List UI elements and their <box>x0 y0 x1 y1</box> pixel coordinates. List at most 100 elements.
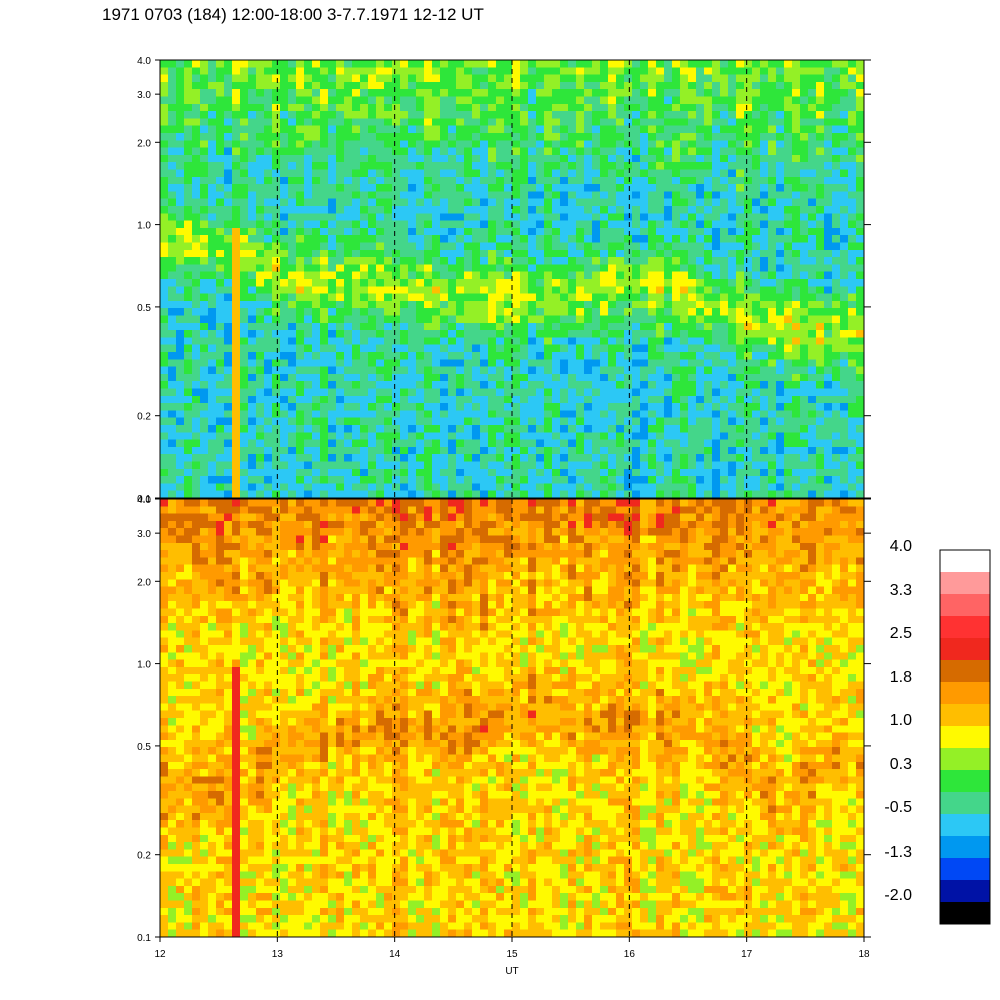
heatmap-cell <box>288 67 297 76</box>
heatmap-cell <box>600 242 609 251</box>
heatmap-cell <box>544 257 553 265</box>
heatmap-cell <box>560 147 569 156</box>
heatmap-cell <box>208 169 217 178</box>
heatmap-cell <box>416 81 425 90</box>
heatmap-cell <box>776 111 785 119</box>
heatmap-cell <box>200 308 209 317</box>
heatmap-cell <box>264 162 273 171</box>
heatmap-cell <box>512 352 521 360</box>
heatmap-cell <box>768 96 777 105</box>
heatmap-cell <box>176 206 185 214</box>
heatmap-cell <box>304 330 313 338</box>
heatmap-cell <box>656 476 665 484</box>
heatmap-cell <box>608 417 617 426</box>
heatmap-cell <box>352 388 361 397</box>
heatmap-cell <box>608 111 617 119</box>
heatmap-cell <box>232 468 241 477</box>
heatmap-cell <box>344 140 353 149</box>
heatmap-cell <box>264 103 273 112</box>
heatmap-cell <box>392 403 401 411</box>
heatmap-cell <box>768 388 777 397</box>
heatmap-cell <box>792 337 801 346</box>
heatmap-cell <box>192 330 201 338</box>
heatmap-cell <box>624 381 633 390</box>
heatmap-cell <box>288 176 297 185</box>
heatmap-cell <box>480 286 489 295</box>
heatmap-cell <box>280 454 289 463</box>
heatmap-cell <box>160 67 169 76</box>
heatmap-cell <box>816 373 825 382</box>
heatmap-cell <box>808 220 817 229</box>
heatmap-cell <box>336 213 345 222</box>
heatmap-cell <box>560 352 569 360</box>
heatmap-cell <box>320 490 329 499</box>
heatmap-cell <box>256 133 265 141</box>
heatmap-cell <box>392 352 401 360</box>
heatmap-cell <box>528 67 537 76</box>
heatmap-cell <box>280 154 289 163</box>
heatmap-cell <box>456 344 465 353</box>
heatmap-cell <box>816 140 825 149</box>
heatmap-cell <box>272 176 281 185</box>
heatmap-cell <box>368 249 377 258</box>
heatmap-cell <box>720 337 729 346</box>
heatmap-cell <box>168 425 177 433</box>
heatmap-cell <box>688 315 697 324</box>
heatmap-cell <box>584 60 593 68</box>
heatmap-cell <box>688 300 697 309</box>
heatmap-cell <box>192 125 201 134</box>
heatmap-cell <box>424 388 433 397</box>
heatmap-cell <box>264 403 273 411</box>
heatmap-cell <box>200 67 209 76</box>
heatmap-cell <box>168 432 177 441</box>
heatmap-cell <box>160 103 169 112</box>
heatmap-cell <box>336 483 345 492</box>
heatmap-cell <box>384 176 393 185</box>
heatmap-cell <box>408 111 417 119</box>
heatmap-cell <box>184 184 193 192</box>
heatmap-cell <box>240 381 249 390</box>
heatmap-cell <box>528 352 537 360</box>
heatmap-cell <box>808 125 817 134</box>
heatmap-cell <box>168 242 177 251</box>
heatmap-cell <box>624 213 633 222</box>
heatmap-cell <box>800 213 809 222</box>
heatmap-cell <box>496 403 505 411</box>
heatmap-cell <box>256 96 265 105</box>
heatmap-cell <box>192 249 201 258</box>
heatmap-cell <box>232 257 241 265</box>
heatmap-cell <box>472 206 481 214</box>
heatmap-cell <box>696 315 705 324</box>
heatmap-cell <box>200 118 209 127</box>
heatmap-cell <box>208 359 217 368</box>
heatmap-cell <box>664 176 673 185</box>
heatmap-cell <box>416 162 425 171</box>
heatmap-cell <box>440 235 449 244</box>
heatmap-cell <box>672 67 681 76</box>
heatmap-cell <box>688 476 697 484</box>
heatmap-cell <box>576 198 585 207</box>
heatmap-cell <box>432 74 441 83</box>
heatmap-cell <box>696 154 705 163</box>
heatmap-cell <box>312 381 321 390</box>
heatmap-cell <box>328 381 337 390</box>
heatmap-cell <box>768 432 777 441</box>
heatmap-cell <box>608 366 617 375</box>
heatmap-cell <box>744 286 753 295</box>
heatmap-cell <box>680 381 689 390</box>
heatmap-cell <box>808 352 817 360</box>
heatmap-cell <box>808 322 817 331</box>
heatmap-cell <box>752 140 761 149</box>
heatmap-cell <box>376 337 385 346</box>
heatmap-cell <box>792 279 801 287</box>
heatmap-cell <box>392 235 401 244</box>
heatmap-cell <box>816 315 825 324</box>
heatmap-cell <box>768 366 777 375</box>
heatmap-cell <box>680 154 689 163</box>
heatmap-cell <box>640 315 649 324</box>
heatmap-cell <box>544 490 553 499</box>
heatmap-cell <box>536 213 545 222</box>
heatmap-cell <box>208 432 217 441</box>
heatmap-cell <box>712 74 721 83</box>
heatmap-cell <box>520 125 529 134</box>
